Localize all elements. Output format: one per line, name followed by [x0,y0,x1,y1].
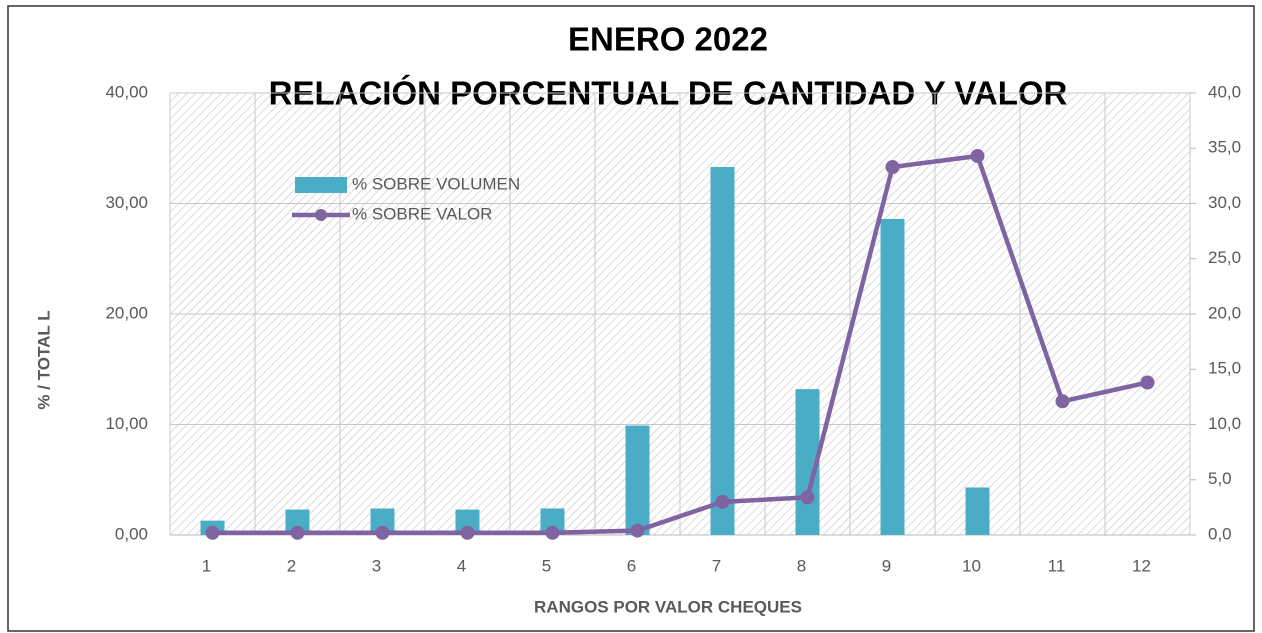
x-tick-label: 10 [962,556,981,575]
y-tick-label: 30,00 [105,193,148,212]
line-point [460,525,475,540]
line-point [290,525,305,540]
line-point [1140,375,1155,390]
y-tick-label: 10,00 [105,414,148,433]
x-tick-label: 8 [797,556,806,575]
x-tick-label: 4 [457,556,466,575]
x-tick-label: 11 [1048,556,1066,575]
y2-tick-label: 0,0 [1208,524,1232,543]
legend-swatch [315,209,327,221]
line-point [715,494,730,509]
y2-tick-label: 40,0 [1208,82,1241,101]
bar [965,487,990,535]
chart-title: ENERO 2022 [568,21,768,58]
y-tick-label: 40,00 [105,82,148,101]
legend-label: % SOBRE VOLUMEN [352,174,520,193]
legend-swatch [295,177,347,193]
y2-tick-label: 30,0 [1208,193,1241,212]
y2-tick-label: 15,0 [1208,359,1241,378]
y2-tick-label: 10,0 [1208,414,1241,433]
bar [625,425,650,535]
y2-tick-label: 5,0 [1208,469,1232,488]
x-tick-label: 5 [542,556,551,575]
y2-tick-label: 25,0 [1208,248,1241,267]
y-tick-label: 0,00 [115,524,148,543]
y-tick-label: 20,00 [105,303,148,322]
x-tick-label: 3 [372,556,381,575]
x-tick-label: 6 [627,556,636,575]
line-point [885,160,900,175]
x-tick-label: 7 [712,556,721,575]
x-tick-label: 2 [287,556,296,575]
line-point [1055,394,1070,409]
line [212,153,1148,536]
line-point [800,490,815,505]
line-point [545,525,560,540]
bar [880,218,905,535]
line-point [630,523,645,538]
line-point [205,525,220,540]
bar [710,167,735,535]
legend-label: % SOBRE VALOR [352,204,492,223]
line-point [970,148,985,163]
y2-tick-label: 35,0 [1208,138,1241,157]
x-axis-label: RANGOS POR VALOR CHEQUES [534,597,802,616]
x-tick-label: 1 [202,556,211,575]
x-tick-label: 12 [1132,556,1151,575]
y-axis-label: % / TOTAL L [34,310,53,409]
x-tick-label: 9 [882,556,891,575]
y2-tick-label: 20,0 [1208,303,1241,322]
line-point [375,525,390,540]
